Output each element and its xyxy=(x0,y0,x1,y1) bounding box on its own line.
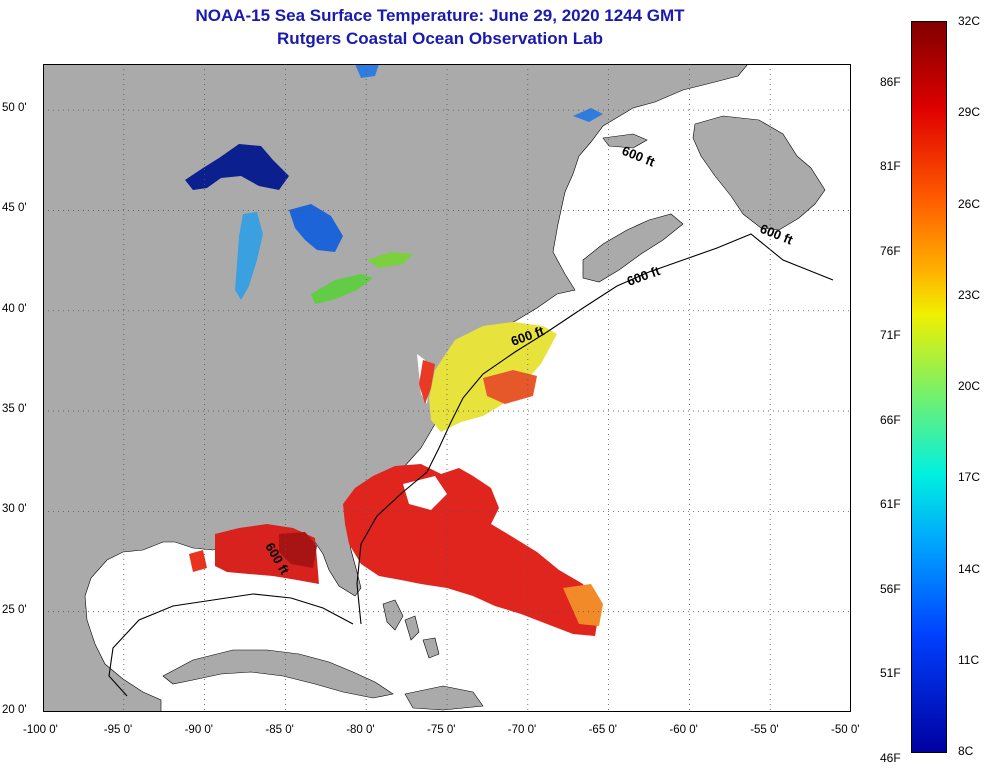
land-bahamas xyxy=(382,599,440,659)
lake-erie xyxy=(311,274,373,304)
lat-tick-label-1: 45 0' xyxy=(2,202,27,215)
lon-tick-label-1: -95 0' xyxy=(103,724,133,736)
colorbar-celsius-label-3: 23C xyxy=(958,287,981,302)
colorbar-celsius-label-2: 26C xyxy=(958,196,981,211)
lon-tick-label-2: -90 0' xyxy=(184,724,214,736)
lat-lon-grid xyxy=(43,64,851,712)
colorbar-fahrenheit-label-0: 86F xyxy=(880,74,901,89)
colorbar-fahrenheit-label-6: 56F xyxy=(880,581,901,596)
land-newfoundland xyxy=(692,115,826,231)
sst-gulf-dark xyxy=(279,532,317,568)
colorbar-celsius-label-5: 17C xyxy=(958,470,981,485)
sst-cloud-gap xyxy=(403,476,447,510)
colorbar-fahrenheit-label-2: 76F xyxy=(880,243,901,258)
colorbar-celsius-label-4: 20C xyxy=(958,379,981,393)
lat-tick-label-0: 50 0' xyxy=(2,102,27,115)
sst-offshore-orange xyxy=(563,584,603,626)
sst-gulf-stream-patch xyxy=(483,370,537,404)
lon-tick-label-6: -70 0' xyxy=(507,724,537,736)
sst-coastal-red xyxy=(419,360,435,404)
land-nova-scotia xyxy=(582,213,684,283)
land-hispaniola xyxy=(404,685,484,711)
lat-tick-label-3: 35 0' xyxy=(2,403,27,416)
map-frame xyxy=(43,64,851,712)
colorbar-fahrenheit-label-1: 81F xyxy=(880,159,901,174)
colorbar-celsius-label-1: 29C xyxy=(958,105,981,120)
sst-gulf-west xyxy=(189,550,207,572)
colorbar-fahrenheit-label-4: 66F xyxy=(880,412,901,427)
lat-tick-label-5: 25 0' xyxy=(2,603,27,616)
lon-tick-label-9: -55 0' xyxy=(750,724,779,736)
hudson-bay-sst xyxy=(355,64,379,78)
lon-tick-label-8: -60 0' xyxy=(669,724,698,736)
lon-tick-label-10: -50 0' xyxy=(831,724,860,736)
temperature-colorbar xyxy=(911,21,947,753)
sst-south-atlantic xyxy=(343,464,599,636)
colorbar-fahrenheit-label-5: 61F xyxy=(880,497,901,512)
lake-ontario xyxy=(367,252,413,268)
lon-tick-label-0: -100 0' xyxy=(23,724,58,736)
lon-tick-label-7: -65 0' xyxy=(588,724,618,736)
colorbar-fahrenheit-label-7: 51F xyxy=(880,666,901,681)
colorbar-fahrenheit-label-3: 71F xyxy=(880,328,901,343)
lake-huron xyxy=(289,204,343,252)
contour-600ft-gulf xyxy=(108,593,354,697)
colorbar-fahrenheit-label-8: 46F xyxy=(880,750,901,765)
lat-tick-label-6: 20 0' xyxy=(2,704,27,716)
lake-superior xyxy=(185,144,289,190)
colorbar-celsius-label-6: 14C xyxy=(958,561,981,576)
lon-tick-label-5: -75 0' xyxy=(427,724,456,736)
land-cuba xyxy=(162,649,394,699)
lat-tick-label-2: 40 0' xyxy=(2,302,27,315)
lake-michigan xyxy=(235,212,263,300)
colorbar-celsius-label-7: 11C xyxy=(958,652,980,667)
colorbar-celsius-label-8: 8C xyxy=(958,744,974,758)
contour-600ft-atlantic xyxy=(356,233,834,625)
chart-subtitle: Rutgers Coastal Ocean Observation Lab xyxy=(277,29,603,48)
colorbar-celsius-label-0: 32C xyxy=(958,14,981,28)
chart-title: NOAA-15 Sea Surface Temperature: June 29… xyxy=(195,6,685,25)
st-lawrence-sst xyxy=(573,108,603,122)
sst-map: 600 ft 600 ft 600 ft 600 ft 600 ft xyxy=(43,64,851,712)
lon-tick-label-4: -80 0' xyxy=(346,724,375,736)
lat-tick-label-4: 30 0' xyxy=(2,503,27,516)
lon-tick-label-3: -85 0' xyxy=(265,724,294,736)
land-anticosti xyxy=(602,133,648,149)
